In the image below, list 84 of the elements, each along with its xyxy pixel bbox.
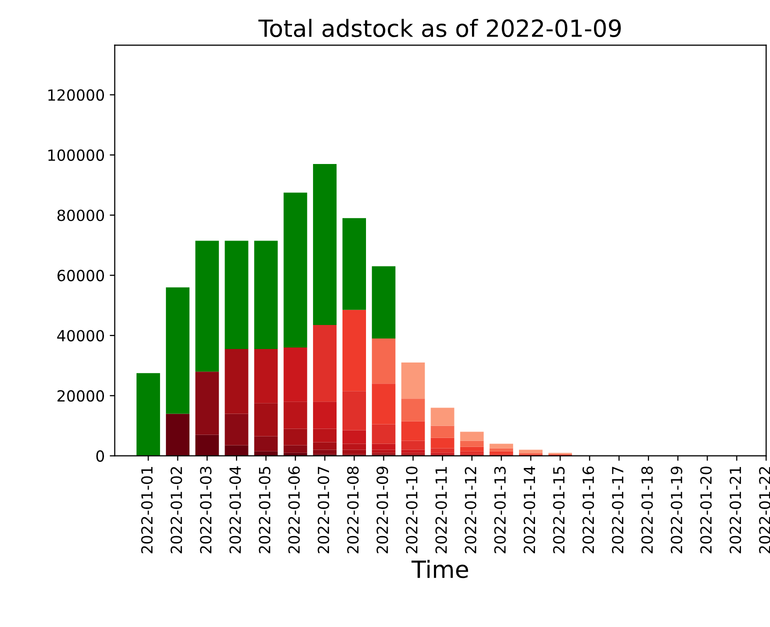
x-tick-label: 2022-01-14 xyxy=(524,466,536,554)
bar xyxy=(401,440,425,450)
x-tick-label: 2022-01-16 xyxy=(582,466,594,554)
bar xyxy=(342,391,366,430)
bar xyxy=(313,402,337,429)
x-tick-label: 2022-01-02 xyxy=(170,467,182,554)
x-tick-label: 2022-01-04 xyxy=(229,466,241,554)
bar xyxy=(166,287,190,414)
bar xyxy=(372,266,396,338)
bar xyxy=(195,372,219,435)
chart-title: Total adstock as of 2022-01-09 xyxy=(258,18,621,38)
bar xyxy=(313,450,337,454)
x-tick-label: 2022-01-17 xyxy=(612,466,624,554)
bar xyxy=(460,440,484,447)
bar xyxy=(284,348,308,402)
bar xyxy=(430,426,454,438)
bar xyxy=(401,450,425,453)
bar xyxy=(342,450,366,454)
x-tick-label: 2022-01-12 xyxy=(464,467,476,554)
bar xyxy=(490,448,514,452)
x-tick-label: 2022-01-20 xyxy=(700,466,712,554)
bar xyxy=(313,428,337,442)
bar xyxy=(519,450,543,453)
bar xyxy=(166,414,190,456)
bar xyxy=(490,451,514,454)
bar xyxy=(372,444,396,450)
bar xyxy=(254,436,278,452)
bar xyxy=(430,448,454,453)
x-tick-label: 2022-01-18 xyxy=(641,466,653,554)
bar xyxy=(372,424,396,444)
bar xyxy=(284,192,308,348)
y-tick-label: 60000 xyxy=(57,270,104,282)
bar xyxy=(342,444,366,450)
bar xyxy=(460,432,484,441)
x-axis-title: Time xyxy=(411,560,468,578)
bar xyxy=(313,164,337,325)
bar xyxy=(136,373,160,456)
x-tick-label: 2022-01-08 xyxy=(347,466,359,554)
x-tick-label: 2022-01-06 xyxy=(288,466,300,554)
bar xyxy=(401,362,425,399)
bar xyxy=(460,451,484,454)
x-tick-label: 2022-01-15 xyxy=(553,466,565,554)
x-tick-label: 2022-01-21 xyxy=(730,466,742,554)
x-tick-label: 2022-01-05 xyxy=(258,466,270,554)
bar xyxy=(372,338,396,384)
y-tick-label: 100000 xyxy=(48,149,104,161)
bar xyxy=(224,349,248,414)
bar xyxy=(490,444,514,448)
x-tick-label: 2022-01-03 xyxy=(200,466,212,554)
x-tick-label: 2022-01-11 xyxy=(435,466,447,554)
x-tick-label: 2022-01-10 xyxy=(406,466,418,554)
bar xyxy=(254,403,278,436)
y-tick-label: 80000 xyxy=(57,210,104,222)
x-tick-label: 2022-01-09 xyxy=(376,466,388,554)
bar xyxy=(401,421,425,441)
bar xyxy=(254,349,278,404)
bar xyxy=(195,434,219,456)
x-tick-label: 2022-01-01 xyxy=(141,466,153,554)
y-tick-label: 120000 xyxy=(48,89,104,101)
bar xyxy=(224,445,248,456)
bar xyxy=(342,430,366,444)
y-tick-label: 0 xyxy=(96,450,104,462)
bar xyxy=(313,324,337,402)
y-tick-label: 40000 xyxy=(57,330,104,342)
bar xyxy=(460,446,484,452)
x-tick-label: 2022-01-13 xyxy=(494,466,506,554)
bar xyxy=(401,398,425,422)
bar xyxy=(342,310,366,392)
bar xyxy=(313,442,337,450)
bar xyxy=(284,428,308,446)
bar xyxy=(284,402,308,429)
bar xyxy=(342,218,366,310)
bar xyxy=(195,240,219,372)
bar xyxy=(254,240,278,350)
bar xyxy=(430,408,454,426)
y-tick-label: 20000 xyxy=(58,390,104,402)
x-tick-label: 2022-01-07 xyxy=(318,466,330,554)
bar xyxy=(372,450,396,453)
bar xyxy=(284,445,308,453)
bar xyxy=(224,240,248,350)
bar xyxy=(372,384,396,424)
x-tick-label: 2022-01-19 xyxy=(670,466,682,554)
bar xyxy=(224,414,248,446)
bar xyxy=(430,438,454,448)
